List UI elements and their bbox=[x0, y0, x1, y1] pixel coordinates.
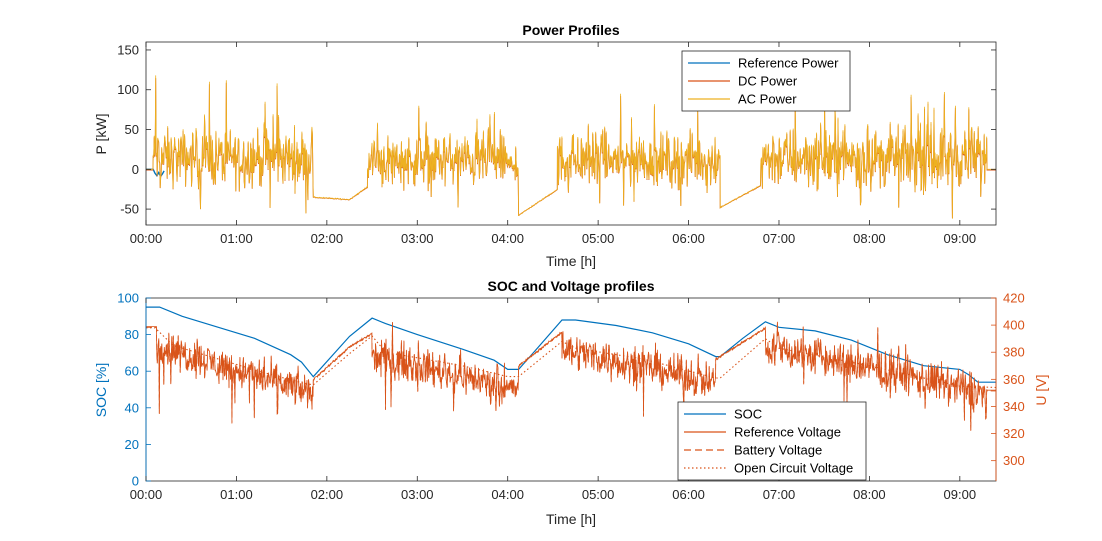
ac-power-line bbox=[146, 75, 996, 219]
soc-x-tick-label: 07:00 bbox=[763, 487, 796, 502]
power-x-tick-label: 03:00 bbox=[401, 231, 434, 246]
power-y-label: P [kW] bbox=[93, 114, 109, 155]
power-plot-area bbox=[146, 75, 996, 219]
power-x-tick-label: 06:00 bbox=[672, 231, 705, 246]
power-chart-title: Power Profiles bbox=[522, 22, 619, 38]
power-x-tick-label: 00:00 bbox=[130, 231, 163, 246]
soc-y-tick-label: 100 bbox=[117, 291, 139, 306]
power-x-tick-label: 05:00 bbox=[582, 231, 615, 246]
power-x-label: Time [h] bbox=[546, 253, 596, 269]
power-chart: Power Profiles 00:00 01:00 02:00 03:00 04:00… bbox=[93, 22, 997, 269]
soc-legend-label: Battery Voltage bbox=[734, 443, 822, 458]
soc-y-tick-label: 20 bbox=[125, 437, 139, 452]
soc-legend-label: SOC bbox=[734, 407, 762, 422]
power-axes-box bbox=[145, 41, 997, 226]
power-x-tick-label: 09:00 bbox=[944, 231, 977, 246]
soc-x-axis: 00:00 01:00 02:00 03:00 04:00 05:00 06:00 07:00… bbox=[130, 298, 976, 502]
voltage-y-tick-label: 380 bbox=[1003, 345, 1025, 360]
soc-legend-box bbox=[677, 401, 867, 481]
voltage-y-tick-label: 420 bbox=[1003, 291, 1025, 306]
power-legend: Reference Power DC Power AC Power bbox=[681, 50, 851, 112]
voltage-y-tick-label: 300 bbox=[1003, 453, 1025, 468]
voltage-y-axis-right: 300 320 340 360 380 400 420 bbox=[991, 291, 1025, 468]
soc-legend-label: Open Circuit Voltage bbox=[734, 461, 853, 476]
soc-chart-title: SOC and Voltage profiles bbox=[488, 278, 655, 294]
voltage-y-tick-label: 400 bbox=[1003, 318, 1025, 333]
power-x-tick-label: 01:00 bbox=[220, 231, 253, 246]
soc-x-tick-label: 05:00 bbox=[582, 487, 615, 502]
power-y-tick-label: -50 bbox=[120, 202, 139, 217]
power-y-tick-label: 0 bbox=[132, 162, 139, 177]
soc-plot-area bbox=[146, 306, 996, 431]
soc-axes-box bbox=[145, 297, 997, 482]
soc-y-axis-left: 0 20 40 60 80 100 bbox=[117, 291, 151, 489]
power-y-axis: -50 0 50 100 150 bbox=[117, 42, 996, 217]
soc-x-tick-label: 04:00 bbox=[491, 487, 524, 502]
power-y-tick-label: 100 bbox=[117, 82, 139, 97]
power-x-tick-label: 07:00 bbox=[763, 231, 796, 246]
power-legend-label: Reference Power bbox=[738, 56, 839, 71]
power-legend-label: DC Power bbox=[738, 74, 798, 89]
power-legend-label: AC Power bbox=[738, 92, 797, 107]
soc-legend-label: Reference Voltage bbox=[734, 425, 841, 440]
voltage-y-tick-label: 320 bbox=[1003, 426, 1025, 441]
soc-x-tick-label: 08:00 bbox=[853, 487, 886, 502]
soc-x-tick-label: 06:00 bbox=[672, 487, 705, 502]
voltage-y-label: U [V] bbox=[1033, 374, 1049, 405]
reference-power-line bbox=[146, 168, 165, 178]
power-x-tick-label: 04:00 bbox=[491, 231, 524, 246]
soc-y-tick-label: 60 bbox=[125, 364, 139, 379]
power-y-tick-label: 50 bbox=[125, 122, 139, 137]
soc-y-tick-label: 40 bbox=[125, 400, 139, 415]
soc-y-tick-label: 0 bbox=[132, 474, 139, 489]
soc-legend: SOC Reference Voltage Battery Voltage Open … bbox=[677, 401, 867, 481]
soc-x-tick-label: 02:00 bbox=[311, 487, 344, 502]
power-x-tick-label: 02:00 bbox=[311, 231, 344, 246]
soc-x-tick-label: 01:00 bbox=[220, 487, 253, 502]
power-y-tick-label: 150 bbox=[117, 42, 139, 57]
soc-x-label: Time [h] bbox=[546, 511, 596, 527]
power-x-axis: 00:00 01:00 02:00 03:00 04:00 05:00 06:00 07:00… bbox=[130, 42, 976, 246]
power-x-tick-label: 08:00 bbox=[853, 231, 886, 246]
soc-y-label: SOC [%] bbox=[93, 363, 109, 417]
soc-line bbox=[146, 306, 996, 383]
soc-voltage-chart: SOC and Voltage profiles 00:00 01:00 02:00… bbox=[93, 278, 1049, 527]
soc-y-tick-label: 80 bbox=[125, 327, 139, 342]
soc-x-tick-label: 00:00 bbox=[130, 487, 163, 502]
reference-voltage-line bbox=[146, 321, 996, 431]
soc-x-tick-label: 03:00 bbox=[401, 487, 434, 502]
soc-x-tick-label: 09:00 bbox=[944, 487, 977, 502]
voltage-y-tick-label: 340 bbox=[1003, 399, 1025, 414]
voltage-y-tick-label: 360 bbox=[1003, 372, 1025, 387]
